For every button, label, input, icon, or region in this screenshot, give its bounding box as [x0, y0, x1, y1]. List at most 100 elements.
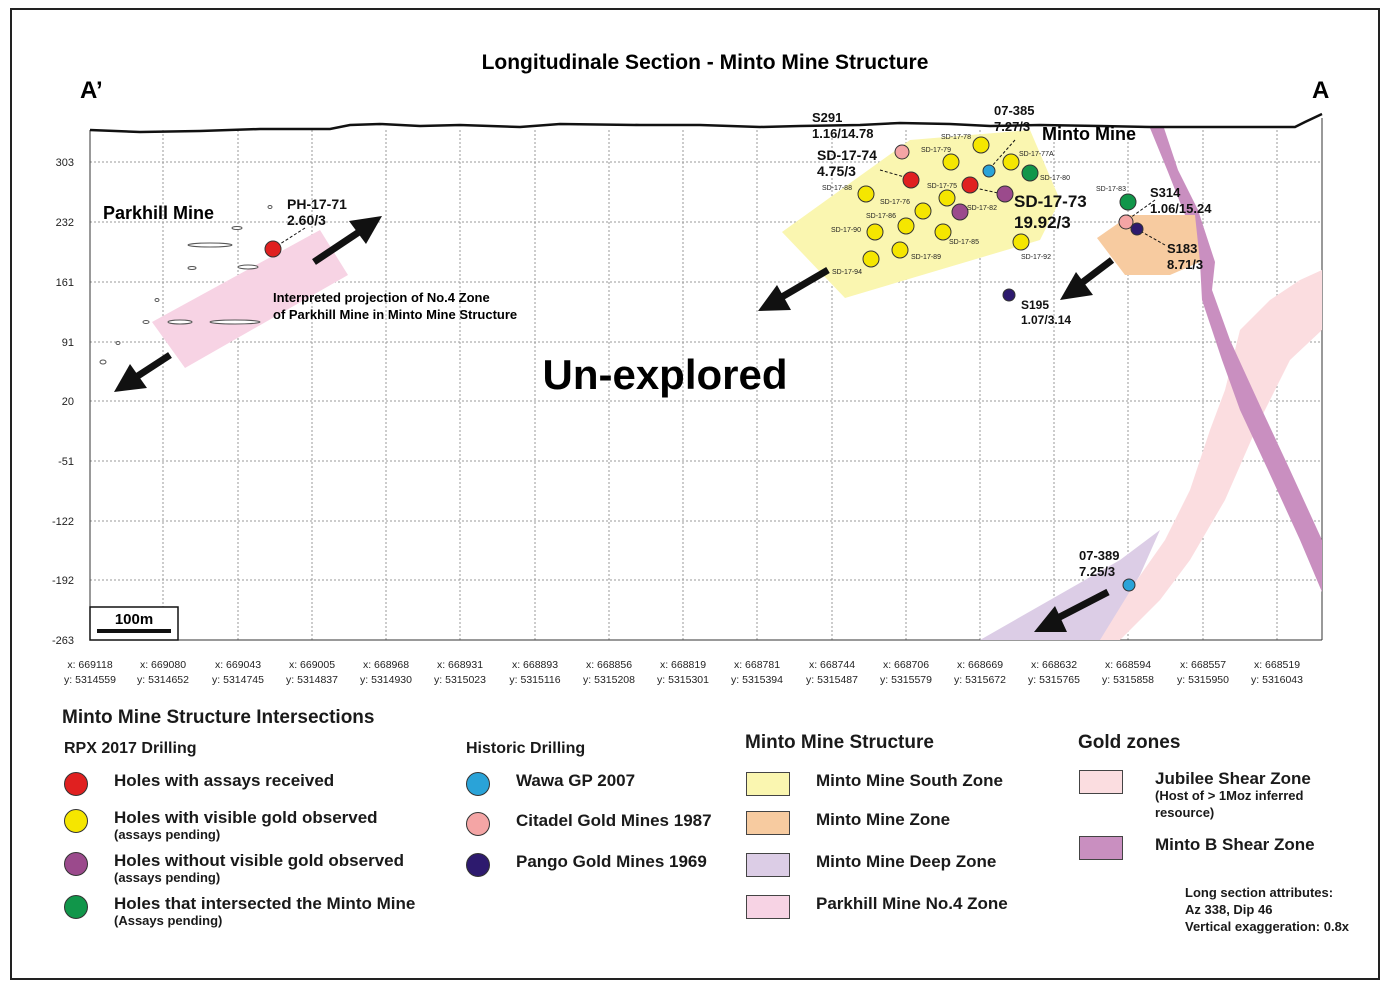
hole-sd-17-73: [996, 185, 1014, 203]
legend-item-jubilee: Jubilee Shear Zone (Host of > 1Moz infer…: [1079, 770, 1325, 821]
callout-s195-value: 1.07/3.14: [1021, 313, 1071, 327]
hole-label: SD-17-83: [1096, 186, 1126, 193]
elev-tick: 20: [62, 396, 74, 408]
figure-frame: [10, 8, 1380, 980]
hole-sd-17-82: [951, 203, 969, 221]
rpx-heading: RPX 2017 Drilling: [64, 740, 197, 758]
structure-heading: Minto Mine Structure: [745, 732, 934, 754]
y-tick: y: 5314745: [212, 674, 264, 686]
callout-sd-17-73-value: 19.92/3: [1014, 213, 1071, 232]
elev-tick: -192: [52, 575, 74, 587]
callout-07-385-value: 7.27/3: [994, 119, 1030, 134]
legend-label: Holes with assays received: [114, 771, 335, 790]
projection-note-line2: of Parkhill Mine in Minto Mine Structure: [273, 307, 517, 322]
x-tick: x: 668744: [809, 659, 855, 671]
hole-label: SD-17-94: [832, 269, 862, 276]
gold-heading: Gold zones: [1078, 732, 1180, 754]
arrow-parkhill-down: [114, 352, 172, 392]
legend-item-assays-received: Holes with assays received: [64, 772, 334, 796]
lavender-swatch-icon: [746, 853, 790, 877]
callout-sd-17-74-id: SD-17-74: [817, 147, 877, 163]
hole-label: SD-17-86: [866, 213, 896, 220]
hole-sd-17-74: [902, 171, 920, 189]
elev-tick: 303: [56, 157, 74, 169]
legend-item-no-visible-gold: Holes without visible gold observed (ass…: [64, 852, 404, 886]
navy-dot-icon: [466, 853, 490, 877]
hole-label: SD-17-85: [949, 239, 979, 246]
hole-sd-17-89: [891, 241, 909, 259]
hole-07-385: [982, 164, 996, 178]
legend-item-mine-zone: Minto Mine Zone: [746, 811, 950, 835]
callout-s314-value: 1.06/15.24: [1150, 201, 1212, 216]
hole-sd-17-80: [1021, 164, 1039, 182]
light-pink-swatch-icon: [1079, 770, 1123, 794]
x-tick: x: 668632: [1031, 659, 1077, 671]
callout-s183-value: 8.71/3: [1167, 257, 1203, 272]
y-tick: y: 5315208: [583, 674, 635, 686]
elev-tick: 232: [56, 217, 74, 229]
legend-label: Holes without visible gold observed: [114, 851, 404, 870]
hole-sd-17-9x: [897, 217, 915, 235]
y-tick: y: 5315394: [731, 674, 783, 686]
mauve-swatch-icon: [1079, 836, 1123, 860]
callout-labels: PH-17-71 2.60/3 S291 1.16/14.78 SD-17-74…: [287, 103, 1212, 579]
x-tick: x: 668594: [1105, 659, 1151, 671]
minto-mine-deep-zone: [980, 530, 1160, 640]
legend-note: (assays pending): [114, 827, 221, 842]
hole-sd-17-92: [1012, 233, 1030, 251]
callout-s291-value: 1.16/14.78: [812, 126, 873, 141]
green-dot-icon: [64, 895, 88, 919]
pink-swatch-icon: [746, 895, 790, 919]
yellow-dot-icon: [64, 809, 88, 833]
hole-sd-17-83: [1119, 193, 1137, 211]
callout-ph-17-71-id: PH-17-71: [287, 196, 347, 212]
legend-item-visible-gold: Holes with visible gold observed (assays…: [64, 809, 378, 843]
legend-item-south-zone: Minto Mine South Zone: [746, 772, 1003, 796]
callout-s314-id: S314: [1150, 185, 1181, 200]
hole-label: SD-17-76: [880, 199, 910, 206]
hole-07-389: [1122, 578, 1136, 592]
y-tick: y: 5315950: [1177, 674, 1229, 686]
historic-heading-text: Historic Drilling: [466, 740, 586, 757]
y-tick: y: 5314837: [286, 674, 338, 686]
jubilee-shear-zone: [1075, 270, 1322, 640]
elev-tick: -122: [52, 516, 74, 528]
legend-label: Minto B Shear Zone: [1155, 835, 1315, 854]
hole-sd-17-75: [961, 176, 979, 194]
y-tick: y: 5315579: [880, 674, 932, 686]
parkhill-mine-label: Parkhill Mine: [103, 203, 214, 223]
minto-b-shear-zone: [1150, 128, 1322, 592]
y-tick: y: 5315858: [1102, 674, 1154, 686]
legend-label: Pango Gold Mines 1969: [516, 852, 707, 871]
hole-sd-17-90: [866, 223, 884, 241]
hole-sd-17-76: [938, 189, 956, 207]
x-tick: x: 669080: [140, 659, 186, 671]
callout-07-385-id: 07-385: [994, 103, 1034, 118]
callout-s183-id: S183: [1167, 241, 1197, 256]
legend-label: Citadel Gold Mines 1987: [516, 811, 712, 830]
direction-arrows: [114, 216, 1115, 632]
hole-sd-17-77a: [1002, 153, 1020, 171]
section-end-right: A: [1312, 77, 1329, 104]
legend-item-deep-zone: Minto Mine Deep Zone: [746, 853, 996, 877]
elev-tick: 161: [56, 277, 74, 289]
hole-sd-17-94: [862, 250, 880, 268]
hole-label: SD-17-79: [921, 147, 951, 154]
hole-sd-17-88: [857, 185, 875, 203]
legend-label: Jubilee Shear Zone: [1155, 769, 1311, 788]
coordinate-labels: x: 669118 y: 5314559 x: 669080 y: 531465…: [64, 659, 1303, 686]
arrow-mine-zone: [1060, 257, 1115, 300]
hole-labels: SD-17-78 SD-17-79 SD-17-77A SD-17-80 SD-…: [822, 134, 1126, 276]
figure-title: Longitudinale Section - Minto Mine Struc…: [482, 51, 929, 74]
y-tick: y: 5314652: [137, 674, 189, 686]
legend-label: Minto Mine South Zone: [816, 771, 1003, 790]
legend-title: Minto Mine Structure Intersections: [62, 707, 374, 729]
legend-label: Wawa GP 2007: [516, 771, 636, 790]
legend-item-minto-b: Minto B Shear Zone: [1079, 836, 1315, 860]
hole-label: SD-17-80: [1040, 175, 1070, 182]
legend-label: Holes with visible gold observed: [114, 808, 378, 827]
scale-bar-label: 100m: [115, 611, 153, 628]
attributes-line: Long section attributes:: [1185, 885, 1334, 900]
hole-s183: [1130, 222, 1144, 236]
x-tick: x: 669043: [215, 659, 261, 671]
